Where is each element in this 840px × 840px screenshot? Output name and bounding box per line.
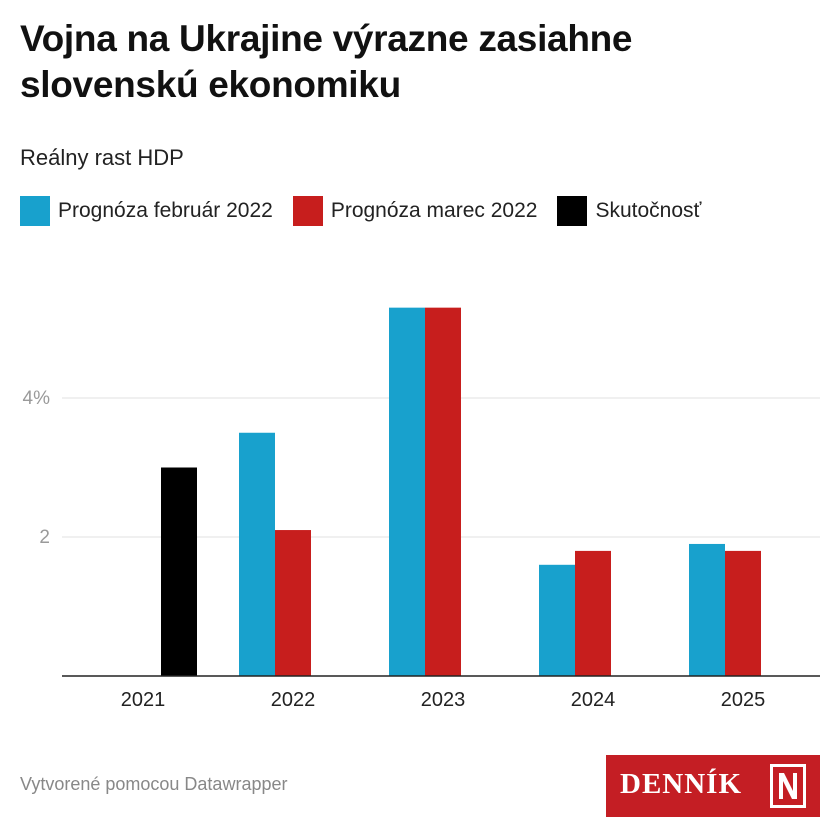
bar-2022-series-1 <box>275 530 311 676</box>
legend-item-feb: Prognóza február 2022 <box>20 196 273 226</box>
legend: Prognóza február 2022 Prognóza marec 202… <box>20 194 721 228</box>
bar-2025-series-1 <box>725 550 761 676</box>
x-tick-label-2024: 2024 <box>571 689 616 711</box>
bar-2025-series-0 <box>689 543 725 676</box>
legend-swatch-actual <box>557 196 588 226</box>
legend-swatch-mar <box>292 196 323 226</box>
dennik-n-logo[interactable]: DENNÍK <box>606 755 820 817</box>
bar-2023-series-0 <box>389 307 425 676</box>
bar-2024-series-0 <box>539 564 575 676</box>
chart-subtitle: Reálny rast HDP <box>20 145 184 170</box>
footer-credit: Vytvorené pomocou Datawrapper <box>20 774 288 794</box>
legend-swatch-feb <box>20 196 50 226</box>
logo-wordmark: DENNÍK <box>620 768 743 800</box>
y-tick-label-2: 2 <box>39 527 50 548</box>
legend-label-feb: Prognóza február 2022 <box>58 199 273 222</box>
chart-title: Vojna na Ukrajine výrazne zasiahne slove… <box>20 18 633 105</box>
bar-2023-series-1 <box>425 307 461 676</box>
legend-item-mar: Prognóza marec 2022 <box>292 196 538 226</box>
n-logo-icon <box>770 764 806 808</box>
x-tick-label-2021: 2021 <box>121 689 166 711</box>
x-tick-label-2022: 2022 <box>271 689 316 711</box>
bar-2024-series-1 <box>575 550 611 676</box>
bar-2022-series-0 <box>239 432 275 676</box>
legend-label-mar: Prognóza marec 2022 <box>330 199 538 222</box>
x-tick-label-2023: 2023 <box>421 689 466 711</box>
x-tick-label-2025: 2025 <box>721 689 766 711</box>
legend-label-actual: Skutočnosť <box>595 199 702 222</box>
bar-2021-series-2 <box>161 467 197 676</box>
bar-chart: 2 4% 2021 2022 2023 2024 2025 <box>23 307 820 711</box>
legend-item-actual: Skutočnosť <box>557 196 701 226</box>
y-tick-label-4: 4% <box>23 388 51 409</box>
